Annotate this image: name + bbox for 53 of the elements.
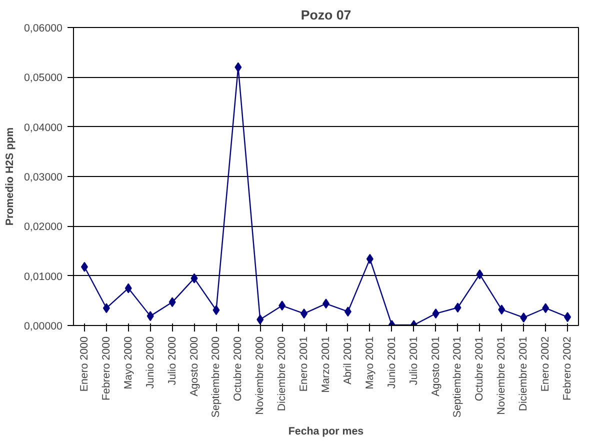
point xyxy=(212,305,220,316)
x-tick-label: Septiembre 2000 xyxy=(210,336,222,418)
point xyxy=(80,262,88,272)
x-tick-label: Julio 2000 xyxy=(166,336,178,386)
x-tick-label: Junio 2000 xyxy=(144,336,156,389)
x-tick-label: Enero 2001 xyxy=(298,336,310,392)
x-tick-label: Noviembre 2001 xyxy=(496,336,508,415)
x-tick-label: Febrero 2000 xyxy=(100,336,112,400)
point xyxy=(190,273,198,284)
point xyxy=(454,302,462,313)
chart-title: Pozo 07 xyxy=(300,8,352,22)
y-axis-title: Promedio H2S ppm xyxy=(4,127,16,226)
point xyxy=(366,254,374,264)
x-tick-label: Mayo 2000 xyxy=(122,336,134,390)
point xyxy=(564,312,572,322)
point xyxy=(278,300,286,311)
x-tick-label: Octubre 2001 xyxy=(474,336,486,402)
point xyxy=(432,308,440,319)
point xyxy=(542,303,550,314)
x-tick-label: Mayo 2001 xyxy=(364,336,376,390)
point xyxy=(256,314,264,325)
x-tick-label: Enero 2000 xyxy=(78,336,90,392)
x-tick-label: Diciembre 2000 xyxy=(276,336,288,412)
x-tick-label: Enero 2002 xyxy=(540,336,552,392)
x-tick-label: Abril 2001 xyxy=(342,336,354,384)
point xyxy=(102,303,110,314)
x-tick-label: Diciembre 2001 xyxy=(518,336,530,412)
y-tick-label: 0,03000 xyxy=(24,172,63,184)
point xyxy=(146,311,154,322)
x-tick-label: Octubre 2000 xyxy=(232,336,244,402)
point xyxy=(124,283,132,294)
point xyxy=(520,312,528,323)
point xyxy=(476,269,484,280)
point xyxy=(234,62,242,72)
point xyxy=(498,304,506,315)
x-tick-label: Junio 2001 xyxy=(386,336,398,389)
x-tick-label: Marzo 2001 xyxy=(320,336,332,393)
y-tick-label: 0,02000 xyxy=(24,221,63,234)
x-tick-label: Julio 2001 xyxy=(408,336,420,386)
y-tick-label: 0,06000 xyxy=(24,22,63,34)
point xyxy=(344,306,352,317)
point xyxy=(168,297,176,308)
y-tick-label: 0,05000 xyxy=(24,72,63,84)
y-tick-label: 0,00000 xyxy=(24,320,63,332)
x-axis-title: Fecha por mes xyxy=(288,426,364,438)
x-tick-label: Agosto 2000 xyxy=(188,336,200,396)
x-tick-label: Febrero 2002 xyxy=(562,336,574,400)
y-tick-label: 0,04000 xyxy=(24,122,63,134)
x-tick-label: Septiembre 2001 xyxy=(452,336,464,418)
y-tick-label: 0,01000 xyxy=(24,270,63,283)
point xyxy=(300,308,308,319)
x-tick-label: Agosto 2001 xyxy=(430,336,442,396)
x-tick-label: Noviembre 2000 xyxy=(254,336,266,415)
